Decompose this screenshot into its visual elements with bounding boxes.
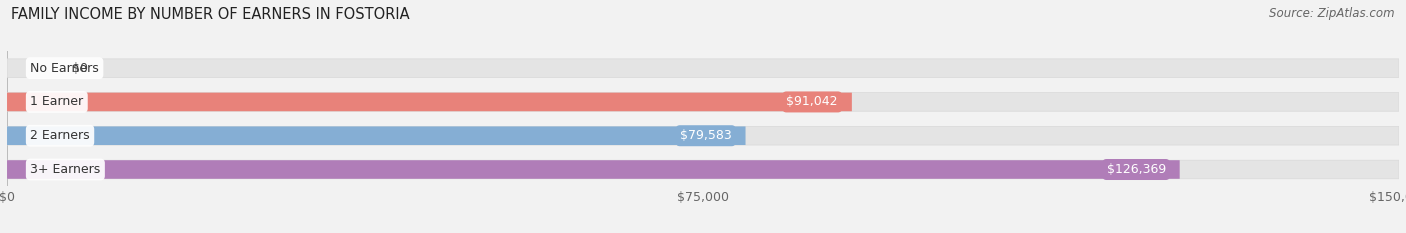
FancyBboxPatch shape xyxy=(7,93,852,111)
FancyBboxPatch shape xyxy=(7,127,1399,145)
Text: Source: ZipAtlas.com: Source: ZipAtlas.com xyxy=(1270,7,1395,20)
FancyBboxPatch shape xyxy=(7,127,745,145)
FancyBboxPatch shape xyxy=(7,160,1399,179)
Text: FAMILY INCOME BY NUMBER OF EARNERS IN FOSTORIA: FAMILY INCOME BY NUMBER OF EARNERS IN FO… xyxy=(11,7,411,22)
Text: $126,369: $126,369 xyxy=(1107,163,1166,176)
Text: $0: $0 xyxy=(72,62,89,75)
FancyBboxPatch shape xyxy=(7,160,1180,179)
FancyBboxPatch shape xyxy=(7,59,1399,77)
Text: No Earners: No Earners xyxy=(31,62,98,75)
Text: 3+ Earners: 3+ Earners xyxy=(31,163,100,176)
FancyBboxPatch shape xyxy=(7,93,1399,111)
Text: 2 Earners: 2 Earners xyxy=(31,129,90,142)
Text: $91,042: $91,042 xyxy=(786,96,838,108)
Text: $79,583: $79,583 xyxy=(681,129,731,142)
Text: 1 Earner: 1 Earner xyxy=(31,96,83,108)
